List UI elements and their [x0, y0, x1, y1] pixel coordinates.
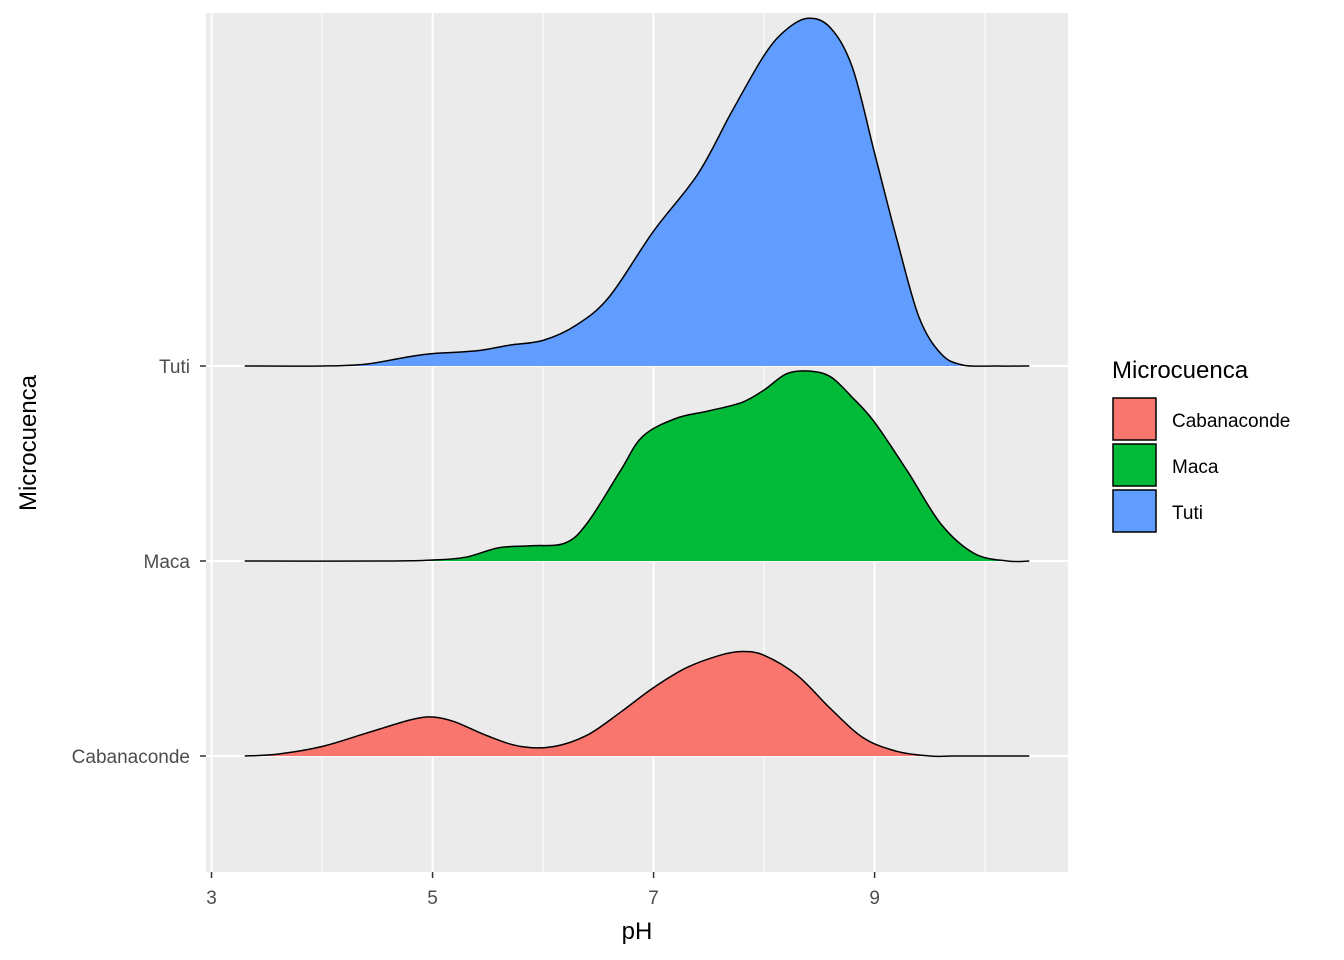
y-axis-title: Microcuenca [15, 374, 42, 511]
ridge-area-cabanaconde [244, 651, 1030, 757]
legend-title: Microcuenca [1112, 357, 1249, 384]
y-axis: Cabanaconde Maca Tuti [72, 357, 206, 768]
y-tick-label: Maca [144, 552, 191, 573]
x-tick-label: 5 [427, 888, 438, 909]
legend-items: Cabanaconde Maca Tuti [1112, 397, 1290, 533]
x-tick-label: 3 [206, 888, 217, 909]
density-ridges [244, 17, 1030, 758]
legend-key-maca [1112, 443, 1157, 487]
x-axis: 3 5 7 9 [206, 872, 880, 909]
y-tick-label: Tuti [159, 357, 190, 378]
ridge-area-tuti [244, 18, 1030, 367]
x-tick-label: 7 [648, 888, 659, 909]
ridge-area-maca [244, 370, 1030, 562]
ridge-outline-cabanaconde [244, 650, 1030, 758]
legend-label-maca: Maca [1172, 457, 1219, 478]
legend-label-cabanaconde: Cabanaconde [1172, 411, 1290, 432]
x-axis-title: pH [622, 918, 653, 945]
y-tick-label: Cabanaconde [72, 747, 190, 768]
ridge-outline-tuti [244, 17, 1030, 367]
legend-key-cabanaconde [1112, 397, 1157, 441]
x-tick-label: 9 [869, 888, 880, 909]
legend-key-tuti [1112, 489, 1157, 533]
legend: Microcuenca Cabanaconde Maca Tuti [1112, 357, 1290, 533]
legend-label-tuti: Tuti [1172, 503, 1203, 524]
ridge-outline-maca [244, 370, 1030, 563]
